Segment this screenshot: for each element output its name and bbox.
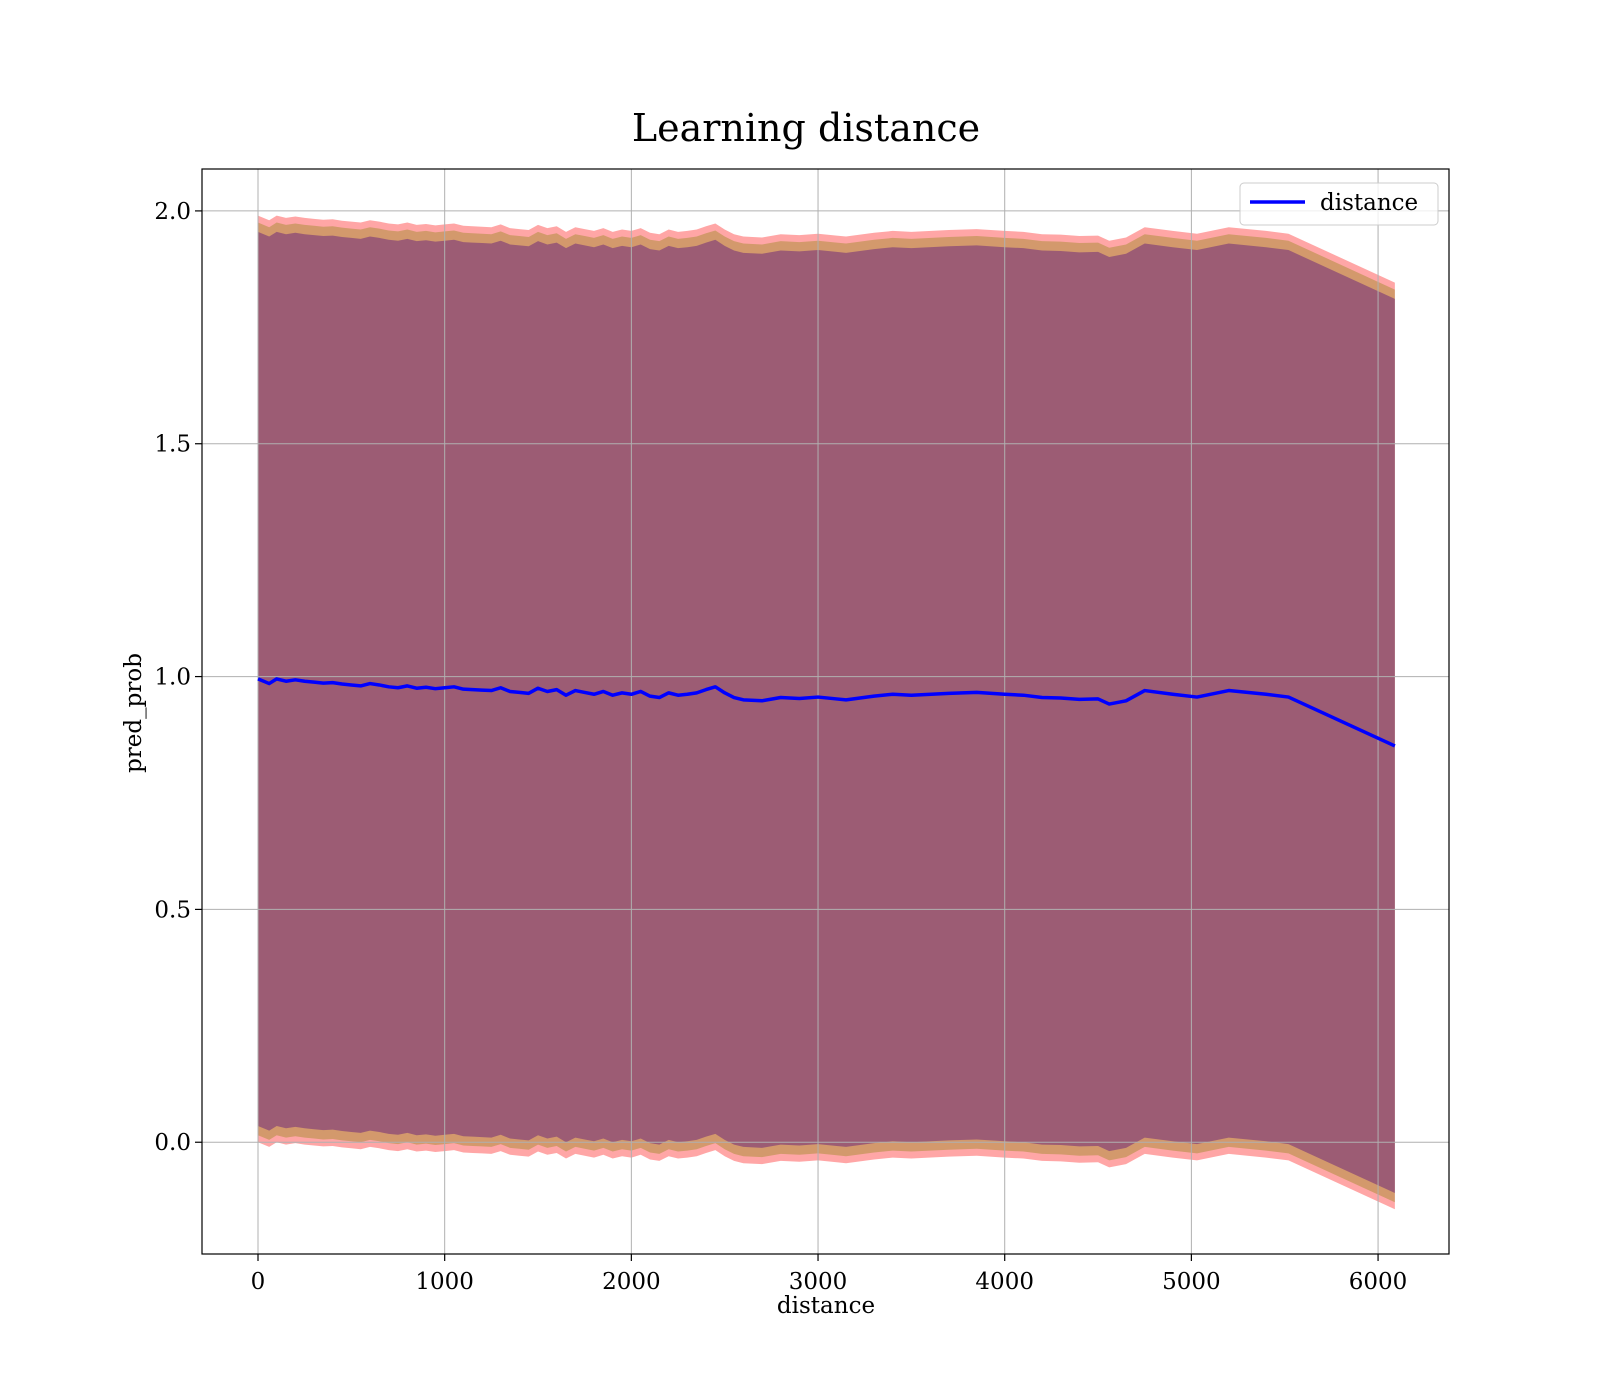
y-tick-label: 0.0 xyxy=(154,1130,191,1156)
legend-label-distance: distance xyxy=(1320,190,1418,216)
x-tick-label: 1000 xyxy=(415,1269,474,1295)
y-tick-label: 1.0 xyxy=(154,665,191,691)
x-tick-label: 2000 xyxy=(602,1269,661,1295)
plot-area: 0 1000 2000 3000 4000 5000 6000 0.0 0.5 1.0 1.5 2.0 xyxy=(154,168,1450,1295)
y-tick-label: 0.5 xyxy=(154,897,191,923)
confidence-band-outer xyxy=(258,215,1395,1210)
y-tick-label: 1.5 xyxy=(154,432,191,458)
x-tick-label: 6000 xyxy=(1349,1269,1408,1295)
axes-frame xyxy=(201,168,1450,1255)
chart-title: Learning distance xyxy=(632,106,980,150)
x-tick-label: 3000 xyxy=(789,1269,848,1295)
y-tick-label: 2.0 xyxy=(154,199,191,225)
confidence-band-middle xyxy=(258,222,1395,1203)
legend-box xyxy=(1239,182,1439,226)
legend: distance xyxy=(1239,182,1439,226)
series-line-distance xyxy=(257,677,1396,748)
y-axis-label: pred_prob xyxy=(121,653,147,773)
x-tick-label: 0 xyxy=(251,1269,266,1295)
x-axis-label: distance xyxy=(777,1293,875,1319)
confidence-band-inner xyxy=(258,231,1395,1194)
x-tick-label: 4000 xyxy=(975,1269,1034,1295)
x-tick-label: 5000 xyxy=(1162,1269,1221,1295)
